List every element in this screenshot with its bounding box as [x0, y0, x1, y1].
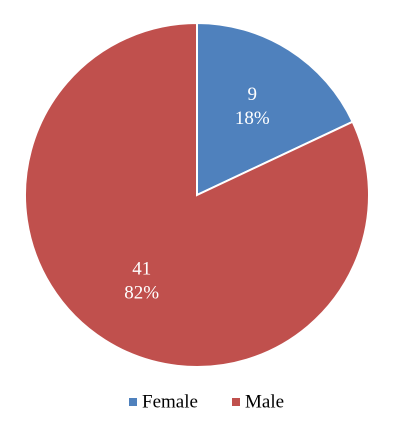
slice-percent-label: 18%: [235, 108, 270, 129]
legend-label: Female: [142, 391, 198, 412]
slice-percent-label: 82%: [124, 282, 159, 303]
pie-slice: [196, 21, 354, 197]
legend-swatch: [232, 398, 240, 406]
slice-value-label: 41: [132, 258, 151, 279]
legend-swatch: [129, 398, 137, 406]
legend-label: Male: [245, 391, 284, 412]
slice-value-label: 9: [248, 84, 258, 105]
pie-slice: [24, 21, 370, 368]
